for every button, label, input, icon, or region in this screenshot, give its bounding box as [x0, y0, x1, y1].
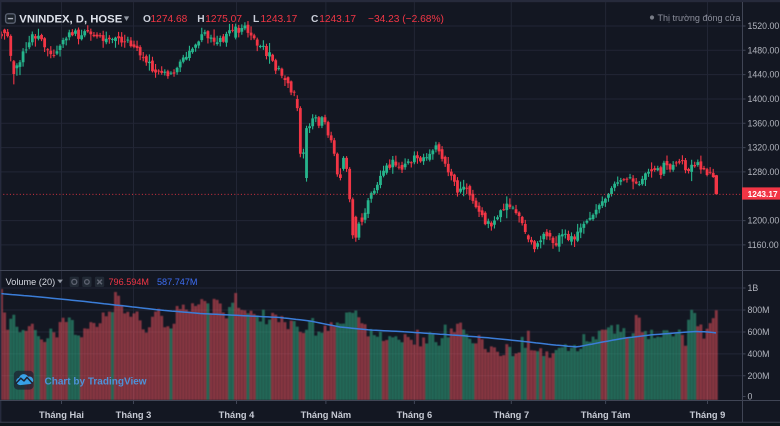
svg-text:O: O: [143, 14, 151, 25]
svg-text:Chart by TradingView: Chart by TradingView: [45, 377, 147, 388]
svg-text:587.747M: 587.747M: [157, 277, 197, 287]
svg-text:L: L: [253, 14, 259, 25]
svg-text:200M: 200M: [748, 371, 770, 381]
svg-text:0: 0: [748, 392, 753, 402]
svg-text:Volume (20): Volume (20): [6, 277, 56, 287]
svg-text:1243.17: 1243.17: [261, 14, 298, 25]
svg-text:1440.00: 1440.00: [748, 70, 780, 80]
svg-text:Tháng 9: Tháng 9: [690, 410, 726, 420]
svg-text:1243.17: 1243.17: [748, 189, 778, 199]
svg-text:1243.17: 1243.17: [319, 14, 356, 25]
svg-text:Tháng Hai: Tháng Hai: [39, 410, 84, 420]
svg-text:Tháng 7: Tháng 7: [493, 410, 529, 420]
svg-text:1400.00: 1400.00: [748, 94, 780, 104]
svg-text:1274.68: 1274.68: [151, 14, 188, 25]
svg-text:Tháng Năm: Tháng Năm: [301, 410, 352, 420]
svg-text:Thị trường đóng cửa: Thị trường đóng cửa: [658, 13, 741, 23]
svg-text:1275.07: 1275.07: [205, 14, 242, 25]
svg-text:Tháng 3: Tháng 3: [116, 410, 152, 420]
svg-text:Tháng Tám: Tháng Tám: [581, 410, 631, 420]
svg-text:600M: 600M: [748, 327, 770, 337]
svg-text:−34.23 (−2.68%): −34.23 (−2.68%): [368, 14, 444, 25]
svg-text:Tháng 6: Tháng 6: [397, 410, 433, 420]
svg-text:H: H: [197, 14, 204, 25]
svg-text:Tháng 4: Tháng 4: [219, 410, 255, 420]
svg-text:1520.00: 1520.00: [748, 21, 780, 31]
svg-text:800M: 800M: [748, 305, 770, 315]
svg-text:1320.00: 1320.00: [748, 143, 780, 153]
svg-text:VNINDEX, D, HOSE: VNINDEX, D, HOSE: [19, 14, 122, 26]
svg-text:C: C: [311, 14, 319, 25]
svg-text:1B: 1B: [748, 283, 759, 293]
svg-text:1280.00: 1280.00: [748, 167, 780, 177]
svg-text:796.594M: 796.594M: [109, 277, 149, 287]
svg-text:1360.00: 1360.00: [748, 118, 780, 128]
svg-text:1160.00: 1160.00: [748, 240, 779, 250]
svg-text:400M: 400M: [748, 349, 770, 359]
svg-text:1480.00: 1480.00: [748, 45, 780, 55]
svg-text:1200.00: 1200.00: [748, 216, 780, 226]
